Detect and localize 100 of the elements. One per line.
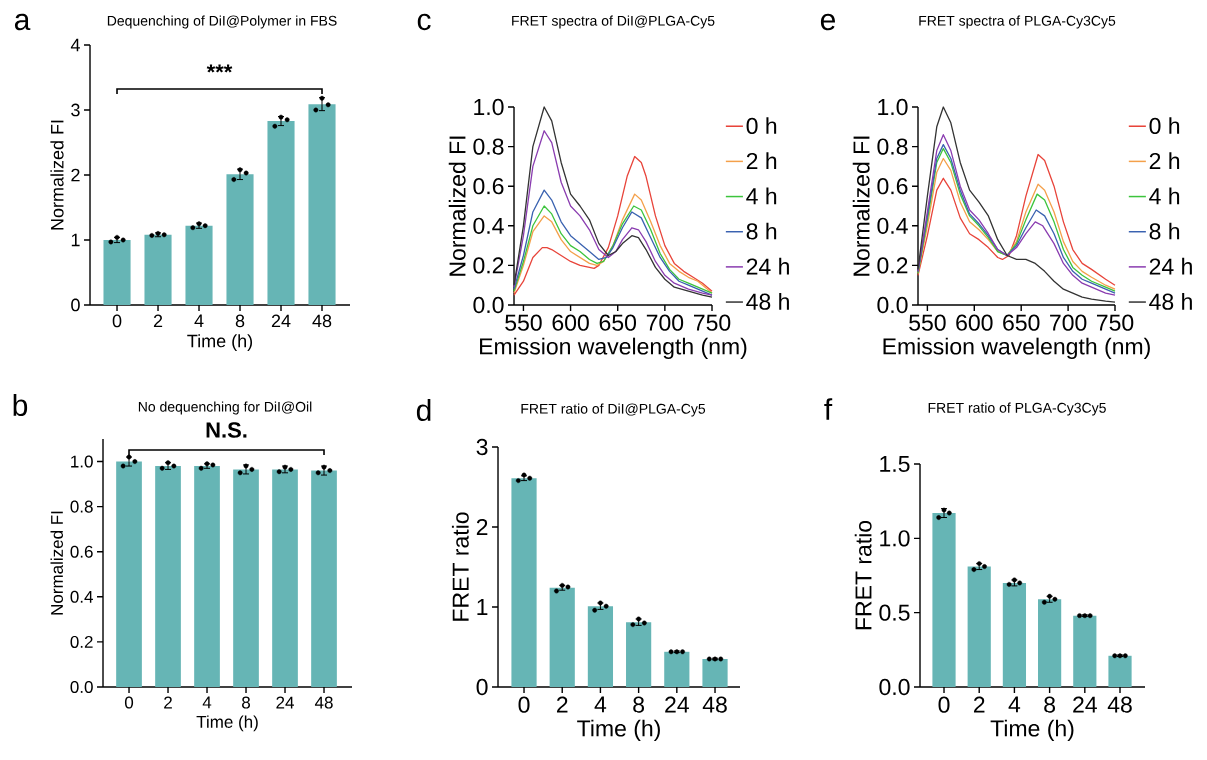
x-tick-label: 550 xyxy=(909,314,946,331)
legend-label: 4 h xyxy=(746,187,777,205)
legend-label: 8 h xyxy=(746,222,777,240)
y-tick-label: 1 xyxy=(71,233,80,247)
y-tick-label: 2 xyxy=(71,168,80,182)
y-tick-label: 1 xyxy=(477,599,488,615)
bar xyxy=(1108,655,1132,687)
y-tick-label: 1.0 xyxy=(878,98,908,116)
y-tick-label: 0.2 xyxy=(70,635,93,648)
y-axis-title: FRET ratio xyxy=(451,512,469,621)
legend-label: 48 h xyxy=(1149,292,1192,310)
y-tick-label: 0.5 xyxy=(879,604,910,621)
bar xyxy=(185,225,213,305)
x-tick-label: 2 xyxy=(164,696,172,709)
y-tick-label: 1.0 xyxy=(71,455,93,468)
x-tick-label: 650 xyxy=(599,314,637,331)
bar xyxy=(226,174,254,305)
y-axis-title: Normalized FI xyxy=(50,511,63,615)
legend-label: 8 h xyxy=(1149,222,1180,240)
x-tick-label: 48 xyxy=(1107,696,1132,713)
x-tick-label: 0 xyxy=(112,314,122,328)
x-axis-title: Time (h) xyxy=(187,334,253,351)
y-tick-label: 2 xyxy=(476,518,488,536)
y-tick-label: 0.0 xyxy=(879,678,910,696)
y-tick-label: 0 xyxy=(476,678,488,696)
x-tick-label: 600 xyxy=(956,314,993,331)
x-tick-label: 0 xyxy=(938,696,950,713)
y-axis-title: Normalized FI xyxy=(448,136,466,276)
y-tick-label: 3 xyxy=(71,103,80,117)
x-tick-label: 4 xyxy=(194,314,204,327)
bar xyxy=(155,466,181,687)
y-tick-label: 0.6 xyxy=(473,178,504,195)
y-tick-label: 0.4 xyxy=(70,590,93,603)
x-tick-label: 48 xyxy=(314,696,333,709)
chart-title: FRET ratio of PLGA-Cy3Cy5 xyxy=(928,402,1106,416)
chart-title: FRET spectra of DiI@PLGA-Cy5 xyxy=(512,15,715,29)
text: e xyxy=(820,13,836,31)
x-tick-label: 8 xyxy=(242,696,251,709)
x-axis-title: Emission wavelength (nm) xyxy=(883,337,1150,360)
bar xyxy=(702,659,728,687)
x-tick-label: 24 xyxy=(271,314,291,328)
chart-title: FRET spectra of PLGA-Cy3Cy5 xyxy=(919,15,1116,29)
legend-label: 24 h xyxy=(746,257,789,275)
x-tick-label: 8 xyxy=(235,314,245,328)
x-tick-label: 0 xyxy=(518,696,530,713)
x-tick-label: 4 xyxy=(594,696,607,713)
x-tick-label: 24 xyxy=(276,696,294,709)
legend-label: 2 h xyxy=(746,152,777,169)
x-tick-label: 650 xyxy=(1003,314,1040,331)
x-axis-title: Time (h) xyxy=(196,715,258,732)
bar xyxy=(233,469,259,687)
x-tick-label: 48 xyxy=(702,696,727,713)
bar xyxy=(267,121,295,305)
legend-label: 0 h xyxy=(746,117,777,135)
x-tick-label: 2 xyxy=(153,314,163,328)
line-series xyxy=(513,155,713,296)
y-tick-label: 0.0 xyxy=(70,680,93,694)
bar xyxy=(103,240,131,305)
bar xyxy=(1038,599,1062,687)
x-axis-title: Time (h) xyxy=(990,719,1074,742)
y-tick-label: 1.5 xyxy=(880,455,910,473)
legend-label: 2 h xyxy=(1149,152,1180,169)
y-tick-label: 1.0 xyxy=(880,530,910,547)
y-tick-label: 0.0 xyxy=(877,296,908,314)
legend-label: 4 h xyxy=(1149,187,1180,205)
y-tick-label: 0.0 xyxy=(473,296,504,314)
y-tick-label: 3 xyxy=(476,438,488,456)
x-tick-label: 4 xyxy=(202,696,212,709)
y-tick-label: 0.6 xyxy=(877,178,908,195)
y-tick-label: 0.4 xyxy=(877,217,908,234)
bar xyxy=(116,461,142,687)
x-tick-label: 8 xyxy=(1044,696,1056,713)
y-tick-label: 0.6 xyxy=(70,545,93,558)
bar xyxy=(194,466,220,687)
text: a xyxy=(14,13,31,31)
x-tick-label: 0 xyxy=(124,696,134,709)
x-axis-title: Time (h) xyxy=(577,719,660,742)
y-tick-label: 1.0 xyxy=(474,98,504,116)
y-tick-label: 0.2 xyxy=(473,257,504,274)
y-tick-label: 0.4 xyxy=(473,217,504,234)
x-tick-label: 24 xyxy=(665,696,689,713)
x-tick-label: 750 xyxy=(694,314,731,331)
y-tick-label: 0.8 xyxy=(473,138,504,155)
x-tick-label: 550 xyxy=(505,314,542,331)
y-tick-label: 0.2 xyxy=(877,257,908,274)
bar xyxy=(272,469,298,687)
text: f xyxy=(824,398,833,420)
bar xyxy=(932,513,956,687)
legend-label: 48 h xyxy=(746,292,789,310)
bar xyxy=(664,651,690,687)
x-tick-label: 2 xyxy=(973,696,985,713)
bar xyxy=(511,478,537,687)
x-tick-label: 8 xyxy=(633,696,645,713)
chart-title: Dequenching of DiI@Polymer in FBS xyxy=(107,15,337,29)
bar xyxy=(308,104,336,305)
y-tick-label: 4 xyxy=(70,38,80,52)
x-tick-label: 600 xyxy=(552,314,589,331)
text: c xyxy=(417,13,431,31)
annotation: *** xyxy=(206,64,233,73)
x-tick-label: 700 xyxy=(1050,314,1087,331)
